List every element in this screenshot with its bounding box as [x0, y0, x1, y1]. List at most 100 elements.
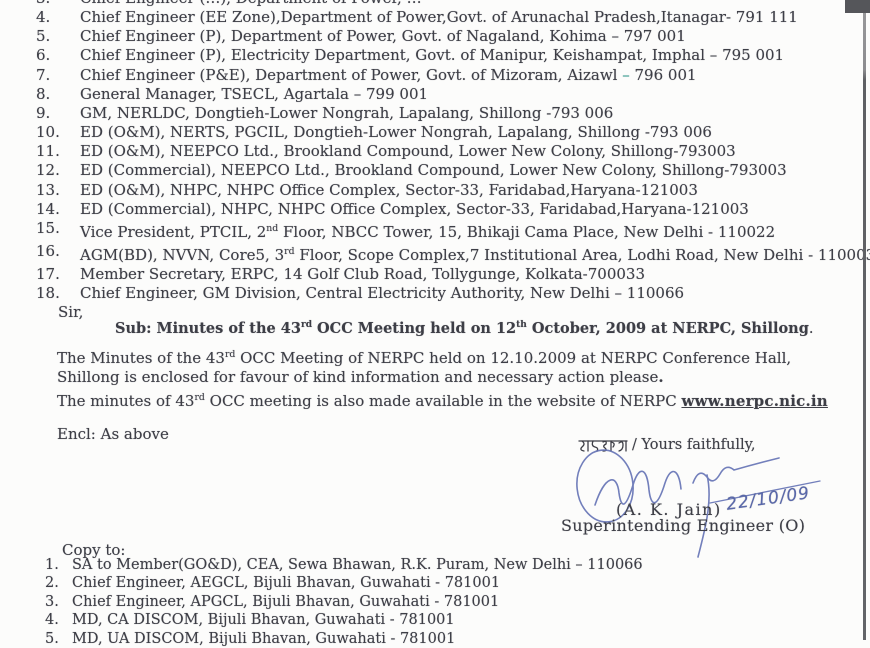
text-segment: Chief Engineer (…), Department of Power,… [80, 0, 422, 7]
item-number: 6. [36, 46, 51, 65]
item-text: Chief Engineer, APGCL, Bijuli Bhavan, Gu… [72, 593, 500, 610]
text-segment: rd [284, 246, 295, 258]
signatory-designation: Superintending Engineer (O) [561, 516, 806, 535]
text-segment: th [516, 320, 527, 331]
recipient-item: 7. Chief Engineer (P&E), Department of Po… [0, 66, 860, 85]
text-segment: Chief Engineer, GM Division, Central Ele… [80, 284, 685, 303]
item-text: MD, CA DISCOM, Bijuli Bhavan, Guwahati -… [72, 612, 455, 629]
copy-item: 4. MD, CA DISCOM, Bijuli Bhavan, Guwahati… [0, 611, 860, 629]
body-paragraph-1: The Minutes of the 43rd OCC Meeting of N… [57, 345, 819, 387]
recipient-item: 5. Chief Engineer (P), Department of Powe… [0, 27, 860, 46]
text-segment: Floor, NBCC Tower, 15, Bhikaji Cama Plac… [278, 222, 776, 241]
text-segment: Chief Engineer (EE Zone),Department of P… [80, 8, 798, 27]
item-text: Chief Engineer, GM Division, Central Ele… [80, 284, 684, 303]
item-number: 4. [45, 612, 59, 629]
text-segment: 796 001 [629, 65, 697, 84]
item-text: ED (Commercial), NEEPCO Ltd., Brookland … [80, 161, 787, 180]
text-segment: ED (Commercial), NHPC, NHPC Office Compl… [80, 199, 749, 218]
text-segment: OCC meeting is also made available in th… [204, 392, 682, 410]
item-number: 15. [36, 218, 60, 237]
text-segment: rd [194, 392, 205, 403]
item-number: 10. [36, 123, 60, 142]
item-text: Chief Engineer (…), Department of Power,… [80, 0, 422, 8]
item-number: 14. [36, 199, 60, 218]
text-segment: The minutes of 43 [57, 392, 195, 410]
recipient-item: 11. ED (O&M), NEEPCO Ltd., Brookland Comp… [0, 142, 860, 161]
text-segment: Member Secretary, ERPC, 14 Golf Club Roa… [80, 265, 645, 284]
item-number: 13. [36, 180, 60, 199]
copy-to-list: 1. SA to Member(GO&D), CEA, Sewa Bhawan, … [0, 556, 860, 648]
item-number: 16. [36, 242, 60, 261]
item-number: 3. [45, 593, 59, 610]
recipient-item: 12. ED (Commercial), NEEPCO Ltd., Brookla… [0, 161, 860, 180]
valediction: / Yours faithfully, [578, 437, 756, 454]
item-text: General Manager, TSECL, Agartala – 799 0… [80, 85, 428, 104]
copy-to-label: Copy to: [62, 541, 126, 559]
text-segment: General Manager, TSECL, Agartala – 799 0… [80, 84, 429, 103]
item-text: ED (Commercial), NHPC, NHPC Office Compl… [80, 200, 749, 219]
item-text: AGM(BD), NVVN, Core5, 3rd Floor, Scope C… [80, 242, 870, 265]
recipient-item: 14. ED (Commercial), NHPC, NHPC Office Co… [0, 200, 860, 219]
text-segment: – [622, 65, 630, 84]
copy-item: 3. Chief Engineer, APGCL, Bijuli Bhavan, … [0, 593, 860, 611]
item-text: SA to Member(GO&D), CEA, Sewa Bhawan, R.… [72, 557, 643, 573]
handwritten-date: 22/10/09 [725, 483, 812, 515]
recipient-item: 4. Chief Engineer (EE Zone),Department of… [0, 8, 860, 27]
text-segment: Chief Engineer (P), Electricity Departme… [80, 46, 785, 65]
devanagari-bhavadiya-text [578, 440, 628, 452]
item-text: Chief Engineer (EE Zone),Department of P… [80, 8, 798, 27]
signatory-name: (A. K. Jain) [616, 500, 722, 519]
copy-item: 2. Chief Engineer, AEGCL, Bijuli Bhavan, … [0, 574, 860, 592]
copy-item: 5. MD, UA DISCOM, Bijuli Bhavan, Guwahati… [0, 630, 860, 648]
text-segment: Sub: Minutes of the 43 [115, 320, 301, 337]
scan-edge-line [863, 0, 866, 640]
item-text: Chief Engineer (P), Electricity Departme… [80, 46, 784, 65]
item-text: Chief Engineer (P), Department of Power,… [80, 27, 686, 46]
recipient-item: 3.Chief Engineer (…), Department of Powe… [0, 0, 860, 8]
item-number: 9. [36, 103, 51, 122]
text-segment: GM, NERLDC, Dongtieh-Lower Nongrah, Lapa… [80, 103, 614, 122]
scan-corner-mark [845, 0, 870, 13]
recipient-item: 8. General Manager, TSECL, Agartala – 799… [0, 85, 860, 104]
salutation: Sir, [58, 303, 84, 321]
subject-line: Sub: Minutes of the 43rd OCC Meeting hel… [115, 320, 813, 337]
text-segment: The Minutes of the 43 [57, 349, 225, 367]
text-segment: October, 2009 at NERPC, Shillong [526, 320, 809, 337]
recipient-item: 9. GM, NERLDC, Dongtieh-Lower Nongrah, La… [0, 104, 860, 123]
recipient-item: 16. AGM(BD), NVVN, Core5, 3rd Floor, Scop… [0, 242, 870, 265]
text-segment: Floor, Scope Complex,7 Institutional Are… [294, 246, 870, 265]
text-segment: nd [266, 222, 279, 234]
item-number: 18. [36, 284, 60, 303]
text-segment: Vice President, PTCIL, 2 [80, 222, 267, 241]
item-number: 11. [36, 142, 60, 161]
text-segment: Chief Engineer (P), Department of Power,… [80, 27, 686, 46]
item-number: 3. [36, 0, 80, 8]
item-number: 5. [36, 27, 51, 46]
recipient-list: 3.Chief Engineer (…), Department of Powe… [0, 0, 870, 304]
text-segment: rd [300, 320, 312, 331]
item-text: ED (O&M), NEEPCO Ltd., Brookland Compoun… [80, 142, 736, 161]
text-segment: AGM(BD), NVVN, Core5, 3 [80, 246, 285, 265]
item-number: 8. [36, 84, 51, 103]
valediction-text: / Yours faithfully, [632, 437, 756, 453]
item-text: Chief Engineer (P&E), Department of Powe… [80, 66, 697, 85]
item-number: 1. [45, 557, 59, 573]
item-number: 7. [36, 65, 51, 84]
nerpc-website-link[interactable]: www.nerpc.nic.in [681, 392, 828, 410]
recipient-item: 10. ED (O&M), NERTS, PGCIL, Dongtieh-Lowe… [0, 123, 860, 142]
item-number: 4. [36, 8, 51, 27]
recipient-item: 15. Vice President, PTCIL, 2nd Floor, NBC… [0, 219, 860, 242]
recipient-item: 13. ED (O&M), NHPC, NHPC Office Complex, … [0, 181, 860, 200]
text-segment: OCC Meeting held on 12 [312, 320, 517, 337]
item-number: 2. [45, 575, 59, 592]
item-text: GM, NERLDC, Dongtieh-Lower Nongrah, Lapa… [80, 104, 613, 123]
text-segment: Chief Engineer (P&E), Department of Powe… [80, 65, 623, 84]
text-segment: ED (O&M), NHPC, NHPC Office Complex, Sec… [80, 180, 698, 199]
recipient-item: 18. Chief Engineer, GM Division, Central … [0, 284, 860, 303]
item-text: Member Secretary, ERPC, 14 Golf Club Roa… [80, 265, 645, 284]
item-text: ED (O&M), NERTS, PGCIL, Dongtieh-Lower N… [80, 123, 712, 142]
item-text: Chief Engineer, AEGCL, Bijuli Bhavan, Gu… [72, 575, 501, 592]
item-text: ED (O&M), NHPC, NHPC Office Complex, Sec… [80, 181, 698, 200]
item-number: 12. [36, 161, 60, 180]
